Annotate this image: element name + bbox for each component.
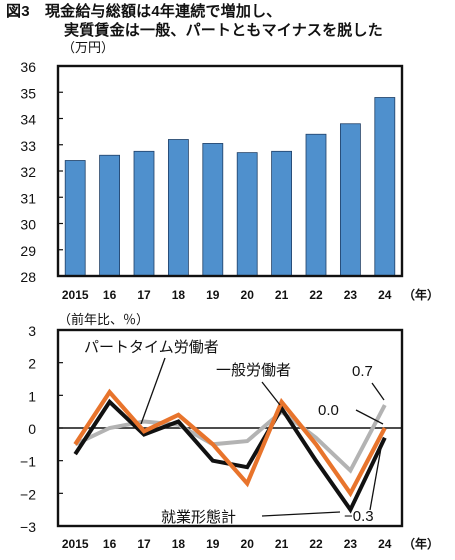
leader-value-total: [369, 447, 382, 511]
line-x-tick-20: 20: [241, 537, 255, 551]
bar-y-tick-36: 36: [20, 59, 36, 75]
bar-y-tick-32: 32: [20, 164, 36, 180]
series-一般労働者: [73, 388, 387, 498]
bar-x-tick-17: 17: [137, 288, 151, 302]
leader-total: [261, 511, 341, 517]
bar-18: [167, 139, 189, 277]
chart-title: 図3 現金給与総額は4年連続で増加し、 実質賃金は一般、パートともマイナスを脱し…: [6, 2, 455, 40]
label-total: 就業形態計: [161, 509, 236, 526]
bar-20: [236, 152, 258, 277]
value-general-2024: 0.0: [318, 402, 339, 419]
title-line-1: 図3 現金給与総額は4年連続で増加し、: [6, 3, 282, 20]
bar-19: [202, 143, 224, 277]
leader-value-part-time: [371, 382, 385, 401]
line-x-axis-ticks: 2015 16 17 18 19 20 21 22 23 24: [62, 537, 392, 551]
bar-x-tick-2015: 2015: [62, 288, 89, 302]
bar-plot-frame: [56, 64, 404, 278]
line-x-tick-16: 16: [103, 537, 117, 551]
series-パートタイム労働者: [74, 404, 387, 474]
line-y-unit-label: （前年比、％）: [58, 312, 149, 327]
value-total-2024: −0.3: [344, 508, 374, 525]
bar-x-tick-24: 24: [378, 288, 392, 302]
leader-value-general: [355, 409, 384, 425]
bar-16: [99, 154, 120, 277]
bar-x-tick-16: 16: [103, 288, 117, 302]
bar-y-tick-28: 28: [20, 269, 36, 285]
bar-2015: [64, 160, 86, 277]
line-y-tick-3: 3: [28, 323, 36, 339]
bar-y-tick-34: 34: [20, 112, 36, 128]
line-y-tick-0: 0: [28, 421, 36, 437]
line-x-tick-23: 23: [344, 537, 358, 551]
bar-23: [339, 123, 361, 277]
bar-y-tick-33: 33: [20, 138, 36, 154]
line-x-tick-19: 19: [206, 537, 220, 551]
bar-x-tick-20: 20: [241, 288, 255, 302]
bar-y-tick-35: 35: [20, 85, 36, 101]
bar-x-tick-22: 22: [309, 288, 323, 302]
bar-series: [64, 97, 396, 277]
line-x-tick-17: 17: [137, 537, 151, 551]
bar-y-tick-29: 29: [20, 243, 36, 259]
value-part-time-2024: 0.7: [352, 363, 373, 380]
line-series-group: [73, 388, 387, 514]
bar-x-unit-label: （年）: [403, 287, 439, 302]
bar-x-tick-21: 21: [275, 288, 289, 302]
bar-x-tick-23: 23: [344, 288, 358, 302]
bar-17: [133, 150, 155, 277]
title-line-2: 実質賃金は一般、パートともマイナスを脱した: [64, 22, 383, 39]
line-x-tick-22: 22: [309, 537, 323, 551]
leader-part-time: [140, 357, 166, 425]
line-x-tick-2015: 2015: [62, 537, 89, 551]
line-x-tick-24: 24: [378, 537, 392, 551]
bar-y-tick-30: 30: [20, 217, 36, 233]
line-plot-frame: [56, 328, 404, 528]
bar-x-tick-18: 18: [172, 288, 186, 302]
bar-x-axis-ticks: 2015 16 17 18 19 20 21 22 23 24: [62, 288, 392, 302]
label-part-time: パートタイム労働者: [84, 339, 219, 356]
line-x-tick-21: 21: [275, 537, 289, 551]
bar-x-tick-19: 19: [206, 288, 220, 302]
bar-24: [374, 97, 396, 277]
line-y-tick-1: 1: [28, 388, 36, 404]
bar-y-unit-label: （万円）: [62, 40, 114, 55]
bar-21: [271, 150, 293, 277]
line-y-tick--1: −1: [20, 454, 36, 470]
leader-general: [261, 381, 281, 406]
line-annotations: パートタイム労働者 一般労働者 就業形態計 0.7 0.0 −0.3: [84, 339, 385, 526]
bar-chart: （万円） 28 29 30 31 32 33 34 35 36 2015 16 17 18 19 20 21…: [20, 40, 439, 302]
line-y-tick--3: −3: [20, 519, 36, 535]
bar-22: [305, 133, 327, 277]
label-general: 一般労働者: [216, 362, 291, 379]
line-x-tick-18: 18: [172, 537, 186, 551]
line-y-tick-2: 2: [28, 356, 36, 372]
line-x-unit-label: （年）: [403, 536, 439, 551]
line-y-tick--2: −2: [20, 486, 36, 502]
line-y-axis-ticks: 3 2 1 0 −1 −2 −3: [20, 323, 63, 535]
bar-y-axis-ticks: 28 29 30 31 32 33 34 35 36: [20, 59, 63, 285]
bar-y-tick-31: 31: [20, 190, 36, 206]
